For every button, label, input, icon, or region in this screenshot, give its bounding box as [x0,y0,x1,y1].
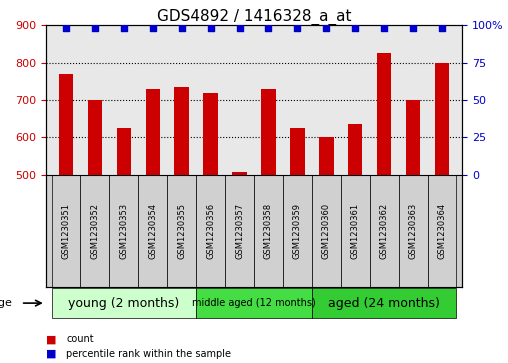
Text: middle aged (12 months): middle aged (12 months) [192,298,316,308]
Text: count: count [66,334,93,344]
Bar [46,175,462,287]
Bar [435,63,449,175]
Text: GSM1230352: GSM1230352 [90,203,100,259]
Point [351,25,359,31]
Bar [80,175,109,287]
Bar [319,138,334,175]
Bar [261,89,276,175]
Bar [88,100,102,175]
Text: GSM1230360: GSM1230360 [322,203,331,259]
Bar [377,53,391,175]
Bar [51,288,196,318]
Bar [312,175,341,287]
Point [149,25,157,31]
Text: GSM1230358: GSM1230358 [264,203,273,259]
Bar [196,288,312,318]
Point [380,25,388,31]
Text: ■: ■ [46,349,56,359]
Text: GSM1230362: GSM1230362 [379,203,389,259]
Bar [109,175,138,287]
Bar [370,175,399,287]
Text: GSM1230351: GSM1230351 [61,203,71,259]
Bar [196,175,225,287]
Text: age: age [0,298,12,308]
Bar [348,124,363,175]
Text: aged (24 months): aged (24 months) [328,297,440,310]
Bar [117,128,131,175]
Point [178,25,186,31]
Point [409,25,417,31]
Point [91,25,99,31]
Text: GSM1230354: GSM1230354 [148,203,157,259]
Text: GSM1230357: GSM1230357 [235,203,244,259]
Bar [341,175,370,287]
Point [322,25,330,31]
Bar [59,74,73,175]
Bar [51,175,80,287]
Text: percentile rank within the sample: percentile rank within the sample [66,349,231,359]
Text: GSM1230361: GSM1230361 [351,203,360,259]
Text: GSM1230355: GSM1230355 [177,203,186,259]
Text: GSM1230363: GSM1230363 [408,203,418,259]
Bar [406,100,420,175]
Point [207,25,215,31]
Text: ■: ■ [46,334,56,344]
Bar [174,87,189,175]
Bar [428,175,457,287]
Bar [254,175,283,287]
Bar [225,175,254,287]
Bar [312,288,457,318]
Bar [167,175,196,287]
Text: GSM1230356: GSM1230356 [206,203,215,259]
Text: young (2 months): young (2 months) [68,297,179,310]
Point [236,25,244,31]
Text: GDS4892 / 1416328_a_at: GDS4892 / 1416328_a_at [157,9,351,25]
Bar [290,128,305,175]
Bar [232,172,247,175]
Text: GSM1230364: GSM1230364 [437,203,447,259]
Point [438,25,446,31]
Text: GSM1230353: GSM1230353 [119,203,129,259]
Bar [399,175,428,287]
Point [62,25,70,31]
Bar [283,175,312,287]
Bar [138,175,167,287]
Point [264,25,272,31]
Bar [203,93,218,175]
Point [120,25,128,31]
Bar [145,89,160,175]
Text: GSM1230359: GSM1230359 [293,203,302,259]
Point [293,25,301,31]
